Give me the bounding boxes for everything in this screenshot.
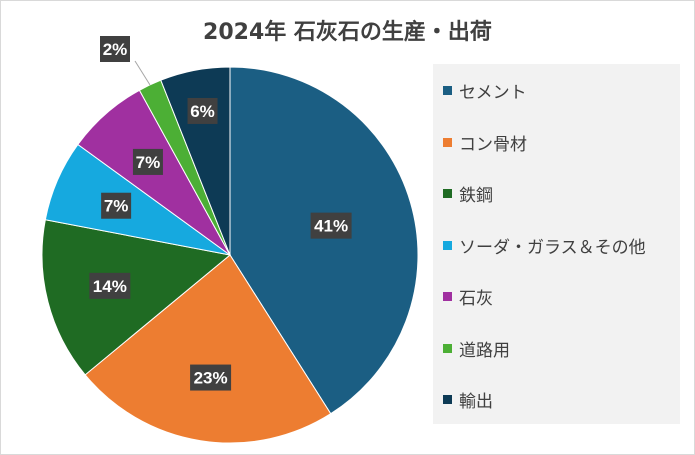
legend-swatch [443, 343, 452, 353]
legend-label: ソーダ・ガラス＆その他 [459, 237, 646, 258]
data-label: 23% [194, 369, 228, 388]
pie-slice [229, 66, 419, 415]
legend-label: 輸出 [459, 392, 493, 412]
legend-swatch [443, 137, 452, 147]
data-label: 2% [103, 40, 128, 59]
data-label-box [89, 272, 131, 299]
legend-item: 鉄鋼 [443, 181, 493, 206]
data-label: 7% [136, 153, 161, 172]
data-label: 7% [104, 197, 129, 216]
legend-item: 石灰 [443, 284, 493, 309]
pie-slice [84, 254, 332, 444]
legend: セメントコン骨材鉄鋼ソーダ・ガラス＆その他 石灰道路用輸出 [433, 64, 680, 424]
legend-item: 輸出 [443, 387, 493, 412]
legend-label: 石灰 [459, 289, 493, 309]
data-label-box [190, 364, 232, 391]
legend-item: ソーダ・ガラス＆その他 [443, 233, 646, 258]
data-label-box [101, 192, 132, 219]
chart-title: 2024年 石灰石の生産・出荷 [203, 20, 492, 45]
data-label-box [310, 212, 352, 239]
legend-swatch [443, 292, 452, 301]
data-label-box [100, 36, 130, 62]
legend-swatch [443, 189, 452, 198]
legend-item: セメント [443, 78, 527, 103]
legend-item: コン骨材 [443, 130, 527, 155]
data-label: 6% [190, 102, 215, 121]
legend-item: 道路用 [443, 336, 510, 361]
leader-line [134, 60, 151, 86]
legend-label: 道路用 [459, 340, 510, 361]
pie-slice [41, 219, 232, 376]
legend-label: コン骨材 [459, 134, 527, 155]
legend-label: セメント [459, 83, 527, 103]
legend-swatch [443, 395, 452, 404]
data-label: 41% [314, 217, 348, 236]
legend-label: 鉄鋼 [459, 186, 493, 206]
data-label-box [132, 148, 163, 175]
legend-swatch [443, 86, 452, 95]
data-label-box [187, 97, 218, 124]
legend-swatch [443, 240, 452, 250]
data-label: 14% [93, 277, 127, 296]
